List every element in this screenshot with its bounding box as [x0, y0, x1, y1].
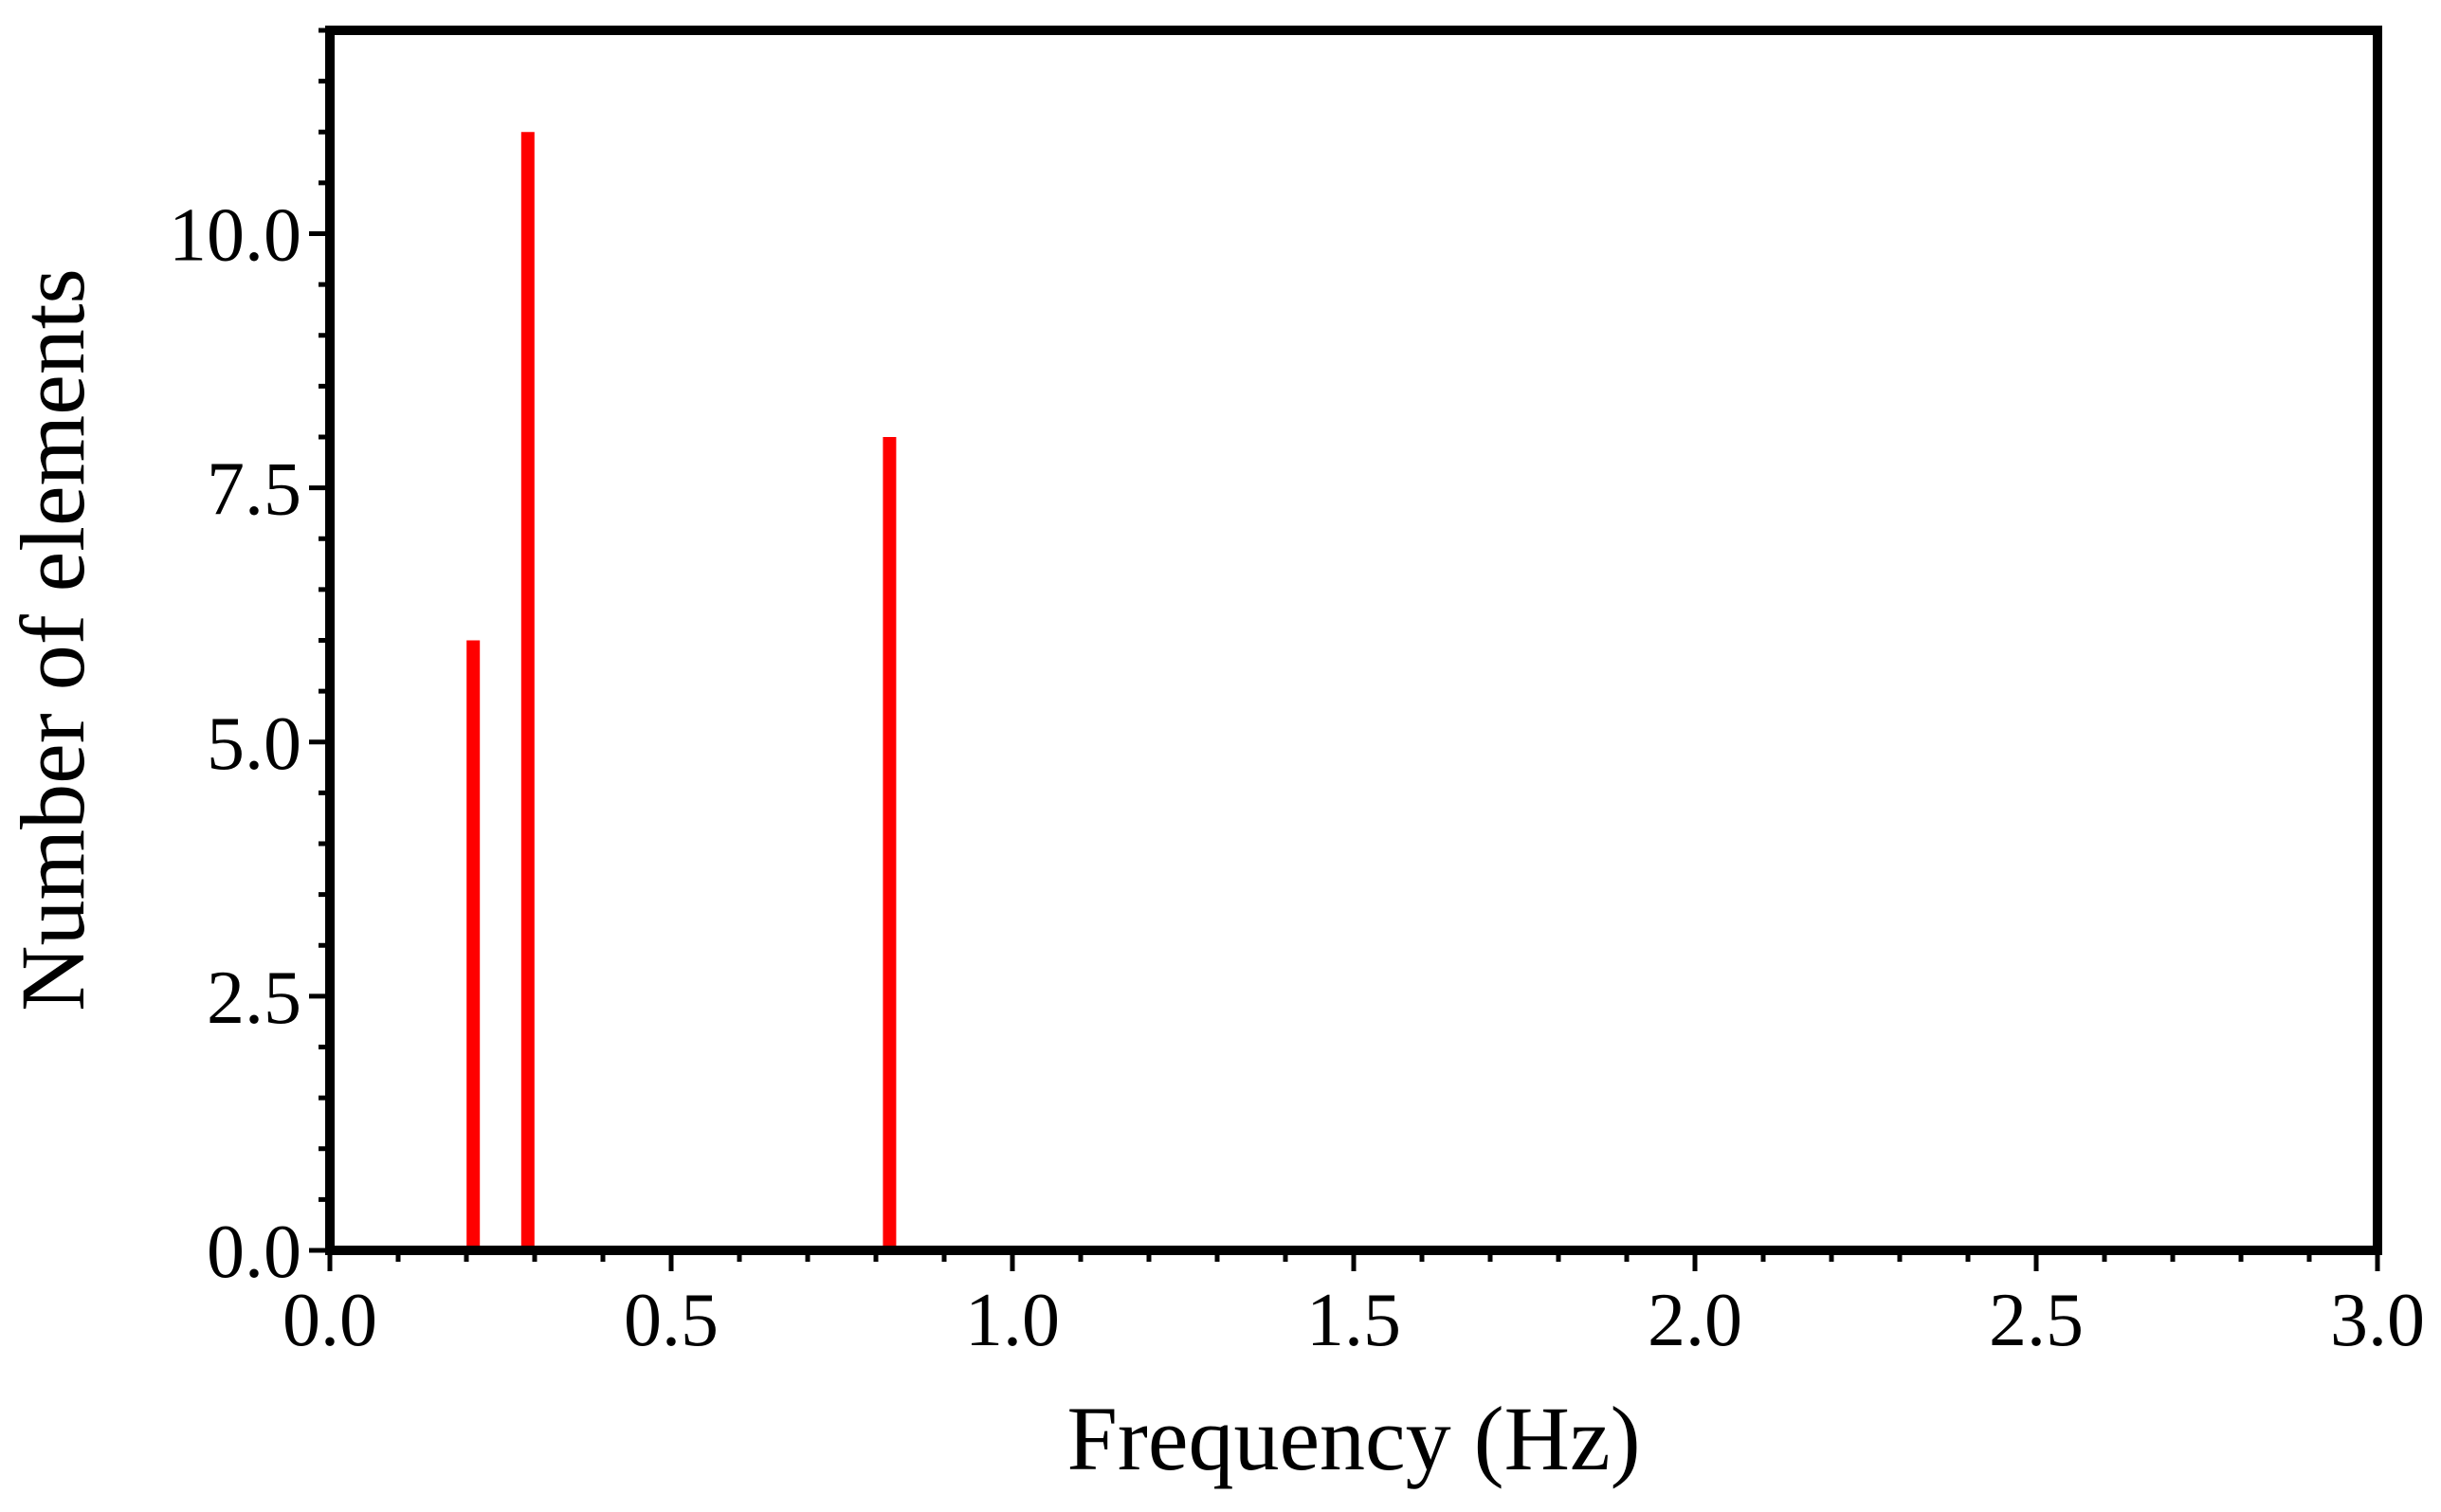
y-tick-label-3: 7.5	[207, 448, 301, 532]
x-tick-label-0: 0.0	[282, 1279, 377, 1362]
bar-0	[466, 640, 481, 1250]
bars-layer	[466, 132, 897, 1250]
tick-labels-layer: 0.0 0.5 1.0 1.5 2.0 2.5 3.0 0.0 2.5 5.0 7.5 10.0	[169, 194, 2425, 1363]
x-tick-label-2: 1.0	[965, 1279, 1060, 1362]
x-tick-label-4: 2.0	[1648, 1279, 1742, 1362]
x-tick-label-6: 3.0	[2330, 1279, 2425, 1362]
x-axis-title: Frequency (Hz)	[1066, 1388, 1640, 1489]
x-tick-label-5: 2.5	[1989, 1279, 2084, 1362]
ticks-layer	[309, 27, 2380, 1271]
bar-2	[883, 437, 897, 1250]
y-tick-label-4: 10.0	[169, 194, 301, 278]
x-tick-label-3: 1.5	[1306, 1279, 1401, 1362]
y-tick-label-0: 0.0	[207, 1211, 301, 1294]
plot-frame	[325, 26, 2382, 1255]
y-tick-label-1: 2.5	[207, 956, 301, 1040]
y-axis-title: Number of elements	[2, 268, 103, 1011]
bar-1	[520, 132, 535, 1250]
x-tick-label-1: 0.5	[624, 1279, 719, 1362]
y-tick-label-2: 5.0	[207, 702, 301, 786]
